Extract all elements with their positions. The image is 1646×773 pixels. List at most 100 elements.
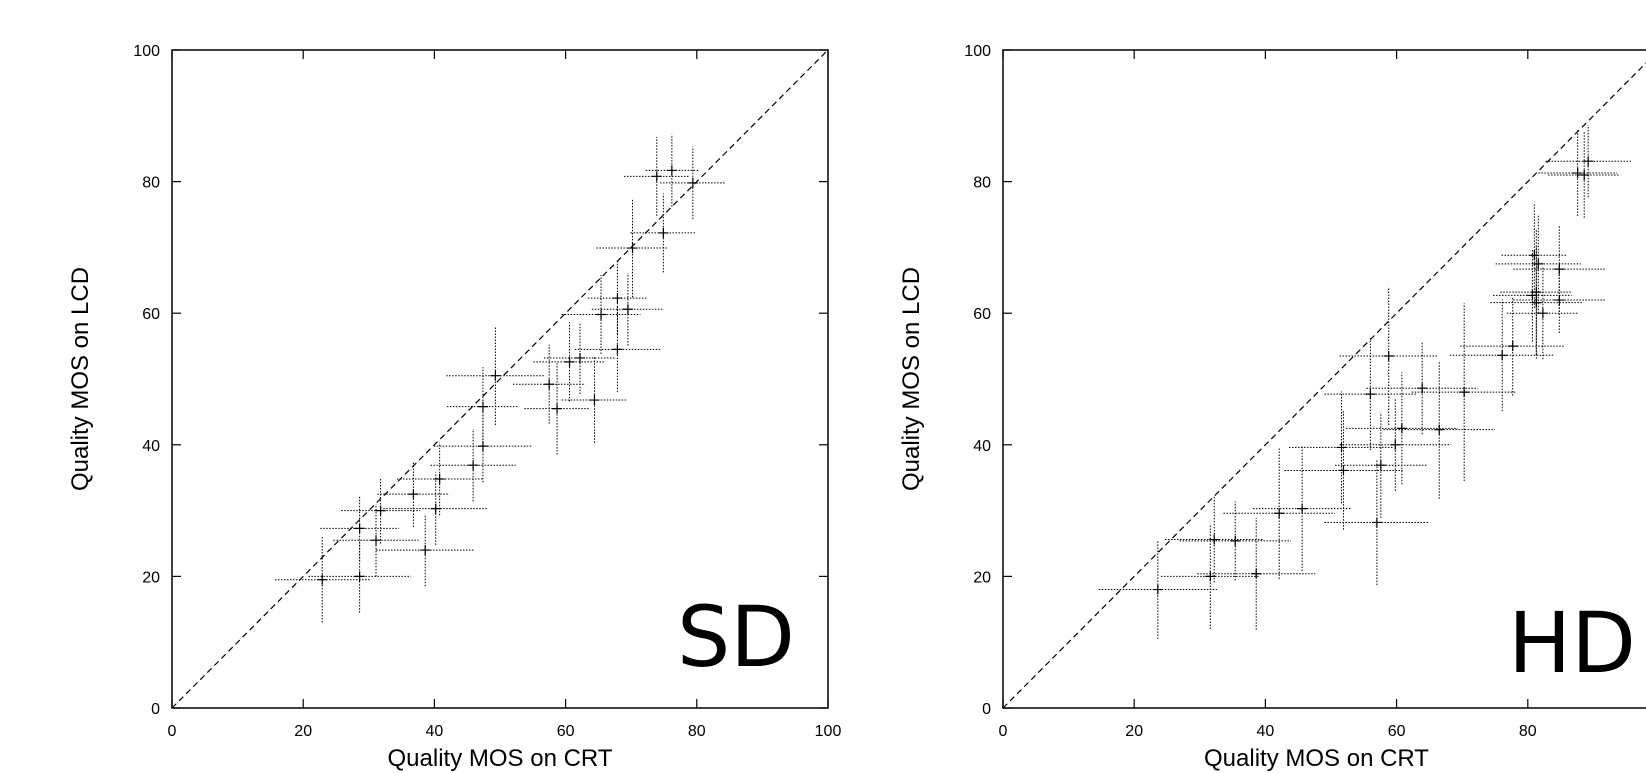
chart0-point-18-marker <box>596 309 607 320</box>
chart0-point-6-marker <box>420 545 431 556</box>
chart0-y-tick-label-3: 60 <box>142 306 160 323</box>
chart0-point-25-marker <box>666 165 677 176</box>
chart0-point-16 <box>543 321 617 395</box>
chart1-point-25 <box>1506 267 1579 360</box>
chart-panel-hd: 0 20 40 60 80 0 20 40 60 80 100 Quality MOS on CRT Q… <box>898 43 1646 772</box>
chart0-point-22 <box>596 198 669 298</box>
chart1-point-6 <box>1252 446 1352 572</box>
chart0-point-4 <box>341 477 420 544</box>
chart1-point-8-marker <box>1338 465 1349 476</box>
chart0-point-5 <box>377 461 450 528</box>
chart0-point-21 <box>591 273 664 346</box>
chart1-x-tick-label-1: 20 <box>1125 723 1143 740</box>
chart0-point-21-marker <box>622 304 633 315</box>
chart0-point-11-marker <box>477 401 488 412</box>
chart1-y-tick-label-0: 0 <box>982 701 991 718</box>
chart0-point-9 <box>430 429 516 502</box>
chart0-y-tick-label-2: 40 <box>142 438 160 455</box>
chart1-point-25-marker <box>1537 308 1548 319</box>
chart1-point-18 <box>1449 299 1555 412</box>
chart0-point-18 <box>561 275 641 354</box>
chart0-point-13 <box>513 344 586 424</box>
chart0-point-20 <box>574 306 661 393</box>
chart0-x-tick-label-0: 0 <box>168 723 177 740</box>
chart1-point-27-marker <box>1554 295 1565 306</box>
chart0-point-5-marker <box>408 489 419 500</box>
chart1-point-1-marker <box>1205 571 1216 582</box>
chart1-point-14-marker <box>1396 423 1407 434</box>
chart1-x-tick-label-4: 80 <box>1519 723 1537 740</box>
chart1-point-12 <box>1339 286 1438 426</box>
chart0-point-20-marker <box>612 344 623 355</box>
chart0-point-15 <box>533 322 606 402</box>
chart1-point-16 <box>1383 360 1495 499</box>
chart0-point-25 <box>645 134 699 207</box>
chart1-point-2 <box>1165 496 1264 583</box>
chart1-plot-frame <box>1002 49 1646 709</box>
chart1-x-axis-title: Quality MOS on CRT <box>1204 745 1429 772</box>
chart0-plot-frame <box>171 49 829 709</box>
chart0-point-14-marker <box>552 403 563 414</box>
chart1-x-tick-label-3: 60 <box>1388 723 1406 740</box>
chart0-point-24-marker <box>658 227 669 238</box>
chart1-point-21 <box>1501 202 1568 308</box>
chart0-point-8-marker <box>434 474 445 485</box>
chart1-point-17 <box>1411 303 1517 481</box>
chart0-point-26 <box>660 146 726 220</box>
chart0-point-2-marker <box>354 523 365 534</box>
chart1-point-11 <box>1334 412 1427 518</box>
chart0-y-tick-label-0: 0 <box>151 701 160 718</box>
chart0-point-23 <box>623 136 690 216</box>
chart1-point-15 <box>1366 342 1478 435</box>
chart0-point-22-marker <box>627 243 638 254</box>
chart0-y-axis-title: Quality MOS on LCD <box>67 267 94 491</box>
chart1-y-tick-label-2: 40 <box>973 438 991 455</box>
chart1-point-23-marker <box>1531 287 1542 298</box>
chart0-point-24 <box>630 193 697 273</box>
chart0-point-13-marker <box>544 379 555 390</box>
chart0-point-3 <box>333 504 419 577</box>
chart0-y-tick-label-4: 80 <box>142 175 160 192</box>
chart0-point-17 <box>561 357 628 443</box>
chart1-point-23 <box>1500 229 1573 355</box>
chart0-point-1 <box>308 540 411 613</box>
chart1-point-16-marker <box>1434 424 1445 435</box>
chart0-x-tick-label-1: 20 <box>294 723 312 740</box>
chart0-point-6 <box>376 513 475 587</box>
chart1-x-tick-label-0: 0 <box>999 723 1008 740</box>
chart1-point-30 <box>1545 125 1631 198</box>
chart0-point-19-marker <box>612 293 623 304</box>
chart1-y-axis-title: Quality MOS on LCD <box>898 267 925 491</box>
chart1-point-24-marker <box>1533 258 1544 269</box>
chart0-point-7 <box>383 472 489 545</box>
chart1-point-0 <box>1098 540 1217 639</box>
chart0-x-tick-label-4: 80 <box>688 723 706 740</box>
chart1-point-19-marker <box>1507 341 1518 352</box>
chart1-point-4-marker <box>1251 568 1262 579</box>
chart0-point-26-marker <box>687 177 698 188</box>
chart0-point-19 <box>587 261 647 335</box>
chart1-point-0-marker <box>1152 584 1163 595</box>
chart1-point-19 <box>1460 296 1566 396</box>
chart1-point-18-marker <box>1497 350 1508 361</box>
chart0-point-12 <box>446 326 545 426</box>
chart1-x-tick-label-2: 40 <box>1257 723 1275 740</box>
chart0-point-11 <box>446 367 520 447</box>
chart1-point-3-marker <box>1230 535 1241 546</box>
chart0-point-4-marker <box>375 505 386 516</box>
chart0-y-tick-label-1: 20 <box>142 569 160 586</box>
chart1-point-5 <box>1223 447 1335 580</box>
chart1-point-15-marker <box>1417 383 1428 394</box>
chart1-point-3 <box>1179 501 1291 581</box>
chart0-point-0-marker <box>317 574 328 585</box>
chart1-point-28 <box>1538 130 1618 216</box>
chart0-x-tick-label-2: 40 <box>426 723 444 740</box>
chart0-x-axis-title: Quality MOS on CRT <box>388 745 613 772</box>
chart1-y-tick-label-4: 80 <box>973 175 991 192</box>
chart1-point-10 <box>1324 459 1430 585</box>
chart1-point-29 <box>1548 132 1621 218</box>
chart0-x-tick-label-5: 100 <box>815 723 842 740</box>
chart1-point-11-marker <box>1375 460 1386 471</box>
chart1-point-9 <box>1324 338 1417 451</box>
